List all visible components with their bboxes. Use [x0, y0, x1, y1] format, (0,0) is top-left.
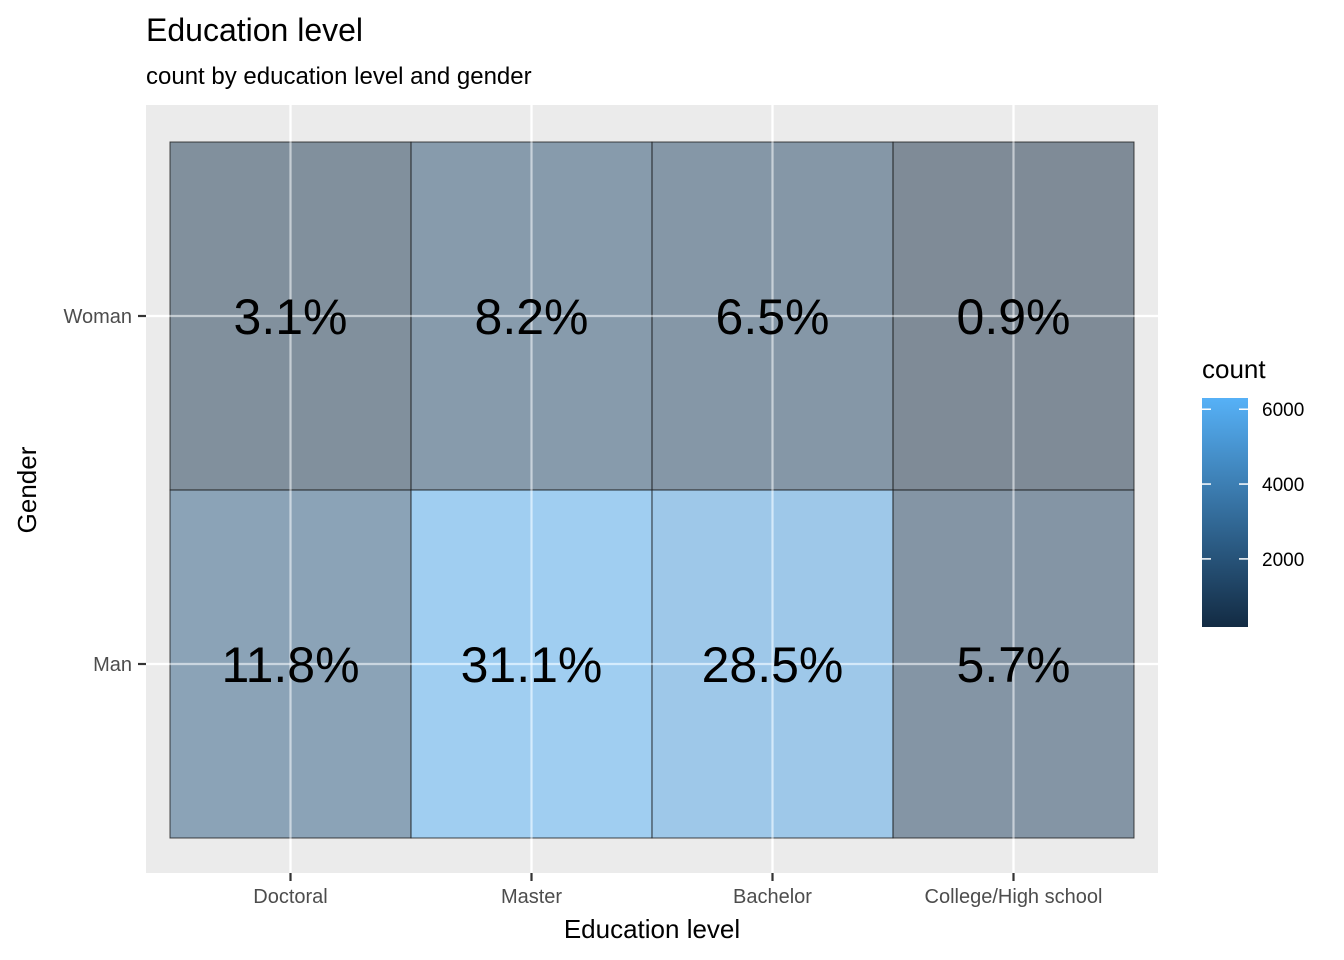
- y-axis-title: Gender: [12, 446, 42, 533]
- cell-value-label: 11.8%: [221, 637, 359, 693]
- x-tick-label: College/High school: [925, 886, 1103, 908]
- legend-colorbar: [1202, 398, 1248, 627]
- legend-ticks: 2000 4000 6000: [1202, 400, 1304, 571]
- cell-labels: 3.1% 8.2% 6.5% 0.9% 11.8% 31.1% 28.5% 5.7%: [221, 289, 1070, 693]
- cell-value-label: 0.9%: [957, 289, 1071, 345]
- cell-value-label: 28.5%: [702, 637, 844, 693]
- x-axis-title: Education level: [564, 914, 740, 944]
- cell-value-label: 31.1%: [461, 637, 603, 693]
- chart-title: Education level: [146, 12, 363, 48]
- y-axis: Woman Man: [63, 306, 146, 676]
- legend-tick-label: 6000: [1262, 400, 1304, 421]
- legend-tick-label: 4000: [1262, 475, 1304, 496]
- legend-tick-label: 2000: [1262, 550, 1304, 571]
- x-axis: Doctoral Master Bachelor College/High schoo…: [253, 873, 1102, 908]
- chart-subtitle: count by education level and gender: [146, 63, 532, 90]
- cell-value-label: 6.5%: [716, 289, 830, 345]
- color-legend: count 2000 4000 6000: [1202, 354, 1304, 627]
- cell-value-label: 5.7%: [957, 637, 1071, 693]
- y-tick-label: Man: [93, 654, 132, 676]
- legend-title: count: [1202, 354, 1266, 384]
- cell-value-label: 3.1%: [234, 289, 348, 345]
- x-tick-label: Bachelor: [733, 886, 812, 908]
- y-tick-label: Woman: [63, 306, 132, 328]
- overlay-grid-lines: [146, 105, 1158, 873]
- x-tick-label: Doctoral: [253, 886, 327, 908]
- x-tick-label: Master: [501, 886, 562, 908]
- heatmap-cells: [169, 141, 1135, 839]
- cell-value-label: 8.2%: [475, 289, 589, 345]
